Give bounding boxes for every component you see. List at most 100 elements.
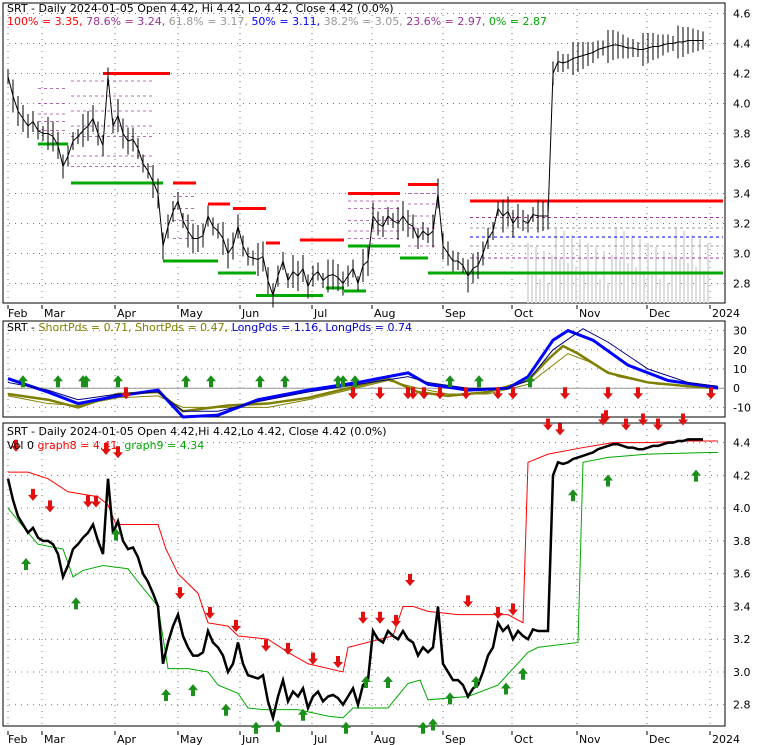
trend-price-line (6, 438, 703, 723)
price-title: SRT - Daily 2024-01-05 Open 4.42, Hi 4.4… (7, 2, 394, 15)
sell-arrow (638, 413, 648, 426)
sell-arrow (375, 387, 385, 400)
buy-arrow (111, 528, 121, 541)
buy-arrow (428, 718, 438, 731)
oscillator-y-axis: 30 20 10 0 -10 (733, 325, 751, 415)
trend-title-part: SRT - Daily 2024-01-05 Open 4.42,Hi 4.42… (7, 425, 387, 438)
sell-arrow (333, 655, 343, 668)
y-tick-label: 4.6 (733, 8, 751, 21)
trend-legend-part: graph8 = 4.41, (37, 439, 124, 452)
buy-arrow (471, 675, 481, 688)
osc-series-line (7, 353, 719, 408)
trend-title: SRT - Daily 2024-01-05 Open 4.42,Hi 4.42… (7, 425, 387, 438)
sell-arrow (508, 603, 518, 616)
oscillator-marks (3, 328, 725, 419)
sell-arrow (493, 606, 503, 619)
buy-arrow (53, 375, 63, 388)
sell-arrow (261, 639, 271, 652)
sell-arrow (633, 387, 643, 400)
trend-marks (6, 410, 718, 734)
y-tick-label: 3.0 (733, 666, 751, 679)
buy-arrow (188, 684, 198, 697)
x-tick-label: Nov (579, 307, 601, 320)
buy-arrow (501, 682, 511, 695)
buy-arrow (445, 692, 455, 705)
osc-legend-part: ShortPds = 0.47, (135, 321, 232, 334)
osc-legend-part: LongPds = 0.74 (325, 321, 412, 334)
buy-arrow (350, 375, 360, 388)
sell-arrow (435, 387, 445, 400)
y-tick-label: 2.8 (733, 278, 751, 291)
buy-arrow (18, 375, 28, 388)
trend-legend: Vol 0 graph8 = 4.41, graph9 = 4.34 (7, 439, 204, 452)
graph9-line (7, 451, 718, 719)
sell-arrow (678, 413, 688, 426)
sell-arrow (621, 418, 631, 431)
osc-legend-part: LongPds = 1.16, (232, 321, 326, 334)
buy-arrow (206, 375, 216, 388)
x-tick-label: Sep (445, 733, 466, 745)
sell-arrow (308, 652, 318, 665)
x-tick-label: Oct (514, 733, 534, 745)
trend-panel-frame (2, 422, 726, 727)
x-tick-label: Mar (44, 307, 65, 320)
sell-arrow (653, 418, 663, 431)
trend-legend-part: graph9 = 4.34 (124, 439, 204, 452)
sell-arrow (603, 387, 613, 400)
buy-arrow (255, 375, 265, 388)
buy-arrow (603, 474, 613, 487)
sell-arrow (375, 611, 385, 624)
fib-part: 100% = 3.35, (7, 15, 86, 28)
x-tick-label: Nov (579, 733, 601, 745)
buy-arrow (568, 489, 578, 502)
trend-x-axis: Feb Mar Apr May Jun Jul Aug Sep Oct Nov Dec 2024 (7, 731, 740, 745)
sell-arrow (543, 418, 553, 431)
buy-arrow (298, 708, 308, 721)
x-tick-label: 2024 (712, 307, 740, 320)
osc-series-line (7, 328, 719, 412)
sell-arrow (601, 410, 611, 423)
buy-arrow (525, 375, 535, 388)
sell-arrow (706, 387, 716, 400)
sell-arrow (555, 423, 565, 436)
buy-arrow (445, 375, 455, 388)
x-tick-label: Apr (117, 307, 137, 320)
buy-arrow (273, 720, 283, 733)
sell-arrow (91, 495, 101, 508)
fib-part: 23.6% = 2.97, (406, 15, 489, 28)
y-tick-label: 4.0 (733, 502, 751, 515)
sell-arrow (405, 574, 415, 587)
sell-arrow (493, 387, 503, 400)
y-tick-label: 4.4 (733, 437, 751, 450)
sell-arrow (419, 387, 429, 400)
y-tick-label: 3.2 (733, 218, 751, 231)
osc-legend-part: ShortPds = 0.71, (39, 321, 136, 334)
y-tick-label: 3.6 (733, 568, 751, 581)
y-tick-label: 3.4 (733, 188, 751, 201)
fib-part: 0% = 2.87 (489, 15, 547, 28)
y-tick-label: 10 (733, 363, 747, 376)
x-tick-label: Jul (313, 733, 327, 745)
buy-arrow (81, 375, 91, 388)
sell-arrow (283, 642, 293, 655)
sell-arrow (205, 606, 215, 619)
buy-arrow (474, 375, 484, 388)
x-tick-label: Jun (241, 307, 259, 320)
buy-arrow (341, 721, 351, 734)
sell-arrow (408, 387, 418, 400)
sell-arrow (101, 443, 111, 456)
sell-arrow (358, 611, 368, 624)
y-tick-label: 0 (733, 382, 740, 395)
sell-arrow (83, 495, 93, 508)
y-tick-label: 4.4 (733, 38, 751, 51)
y-tick-label: 30 (733, 325, 747, 338)
graph8-line (8, 440, 718, 673)
buy-arrow (161, 689, 171, 702)
y-tick-label: 4.2 (733, 68, 751, 81)
x-tick-label: Mar (44, 733, 65, 745)
sell-arrow (28, 488, 38, 501)
y-tick-label: 3.0 (733, 248, 751, 261)
y-tick-label: 3.8 (733, 535, 751, 548)
buy-arrow (361, 675, 371, 688)
y-tick-label: 2.8 (733, 699, 751, 712)
